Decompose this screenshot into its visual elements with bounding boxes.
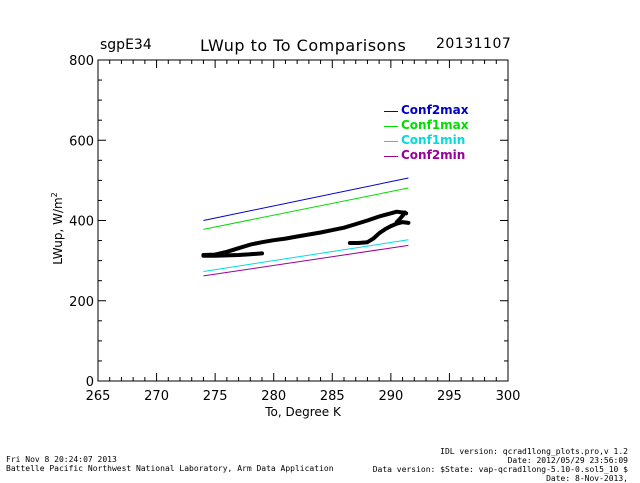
legend-item-conf1min: Conf1min: [384, 133, 494, 148]
x-tick-label: 295: [437, 389, 462, 404]
site-id: sgpE34: [100, 37, 152, 53]
footer-data-version: Data version: $State: vap-qcrad1long-5.1…: [372, 465, 628, 474]
x-tick-label: 290: [378, 389, 403, 404]
observation-trace: [394, 210, 407, 225]
x-tick-label: 275: [203, 389, 228, 404]
legend: Conf2max Conf1max Conf1min Conf2min: [384, 103, 494, 163]
x-tick-label: 270: [144, 389, 169, 404]
y-axis-label-superscript: 2: [50, 192, 59, 197]
series-line-conf2min: [203, 244, 409, 277]
legend-swatch: [384, 141, 398, 142]
legend-swatch: [384, 111, 398, 112]
series-line-conf1min: [203, 239, 409, 272]
footer-data-date: Date: 8-Nov-2013,: [546, 474, 628, 483]
chart-title: LWup to To Comparisons: [200, 36, 407, 55]
footer-left: Fri Nov 8 20:24:07 2013 Battelle Pacific…: [6, 455, 334, 473]
x-tick-label: 280: [261, 389, 286, 404]
legend-label: Conf1max: [401, 118, 469, 132]
y-tick-label: 800: [69, 54, 94, 69]
x-tick-label: 285: [320, 389, 345, 404]
observation-trace: [201, 209, 409, 257]
legend-label: Conf2max: [401, 103, 469, 117]
y-axis-label: LWup, W/m2: [50, 192, 65, 265]
footer-timestamp: Fri Nov 8 20:24:07 2013: [6, 455, 117, 464]
legend-item-conf2max: Conf2max: [384, 103, 494, 118]
legend-swatch: [384, 126, 398, 127]
footer-idl-version: IDL version: qcrad1long_plots.pro,v 1.2: [440, 447, 628, 456]
legend-label: Conf2min: [401, 148, 466, 162]
x-tick-label: 265: [86, 389, 111, 404]
y-axis-label-text: LWup, W/m: [51, 197, 65, 264]
series-line-conf1max: [203, 187, 409, 230]
chart-date: 20131107: [436, 36, 512, 52]
legend-label: Conf1min: [401, 133, 466, 147]
x-axis-label: To, Degree K: [264, 405, 342, 419]
footer-lab: Battelle Pacific Northwest National Labo…: [6, 464, 334, 473]
y-tick-label: 0: [86, 375, 94, 390]
x-tick-label: 300: [496, 389, 521, 404]
y-tick-label: 200: [69, 295, 94, 310]
footer-right: IDL version: qcrad1long_plots.pro,v 1.2 …: [373, 447, 628, 483]
legend-item-conf1max: Conf1max: [384, 118, 494, 133]
legend-swatch: [384, 156, 398, 157]
footer-idl-date: Date: 2012/05/29 23:56:09: [507, 456, 628, 465]
y-tick-label: 400: [69, 215, 94, 230]
legend-item-conf2min: Conf2min: [384, 148, 494, 163]
series-line-conf2max: [203, 177, 409, 221]
y-tick-label: 600: [69, 134, 94, 149]
observation-trace: [347, 220, 411, 245]
observation-trace: [201, 251, 264, 258]
